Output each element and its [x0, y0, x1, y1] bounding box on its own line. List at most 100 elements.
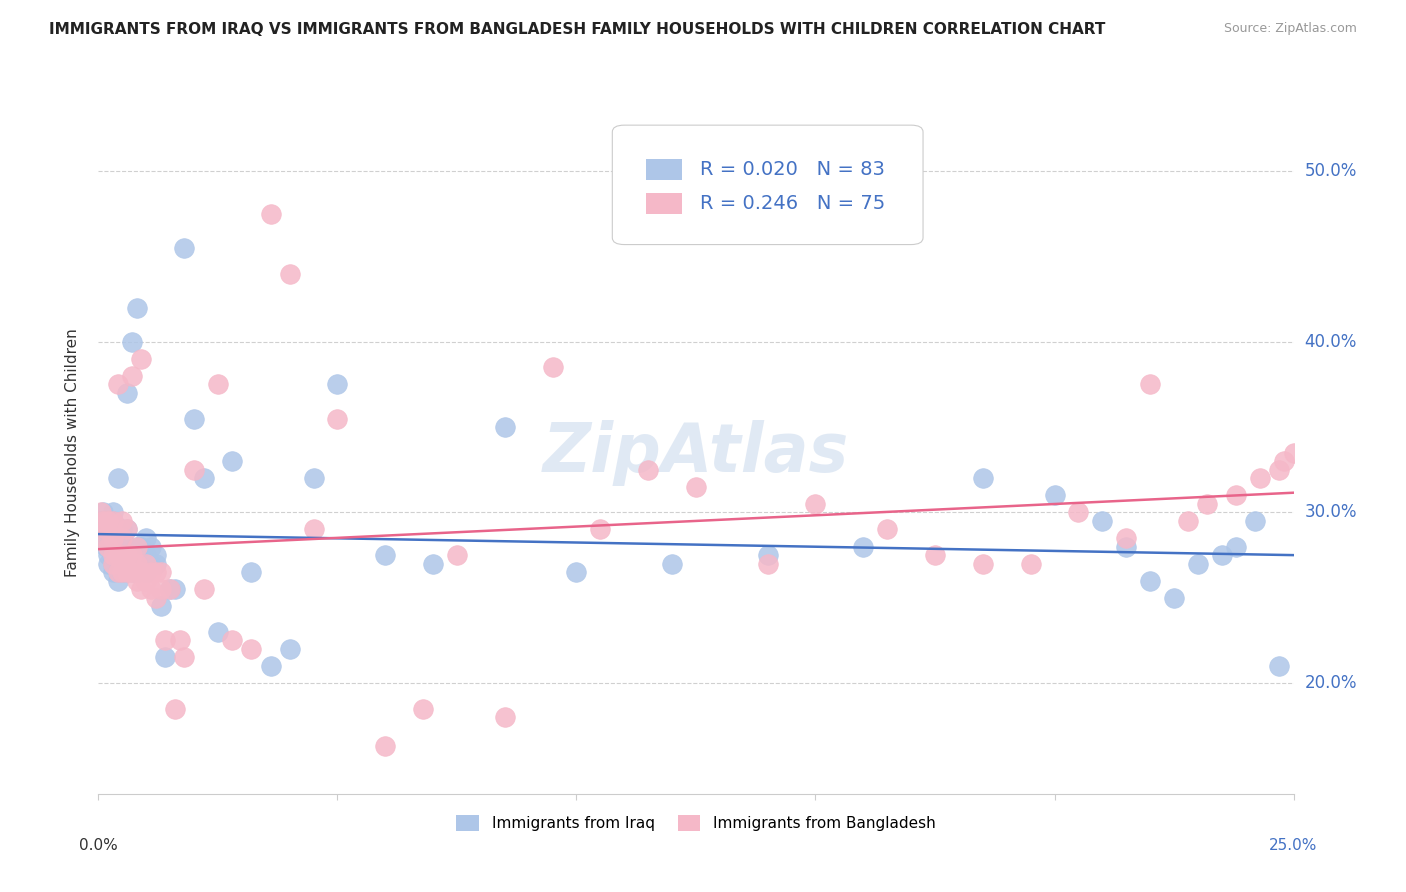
- Point: [139, 540, 162, 554]
- Point: [107, 574, 129, 588]
- Point: [183, 463, 205, 477]
- Point: [278, 267, 301, 281]
- FancyBboxPatch shape: [645, 160, 682, 180]
- Point: [97, 557, 120, 571]
- Y-axis label: Family Households with Children: Family Households with Children: [65, 328, 80, 577]
- Point: [111, 565, 134, 579]
- Point: [1043, 488, 1066, 502]
- Point: [125, 557, 148, 571]
- Point: [494, 420, 516, 434]
- Point: [101, 531, 124, 545]
- Text: 30.0%: 30.0%: [1305, 503, 1357, 522]
- Point: [94, 514, 117, 528]
- Point: [135, 548, 157, 562]
- Point: [111, 531, 134, 545]
- Point: [131, 351, 153, 366]
- Point: [193, 471, 215, 485]
- Point: [101, 514, 124, 528]
- Point: [1019, 557, 1042, 571]
- Point: [94, 540, 117, 554]
- Point: [107, 531, 129, 545]
- Point: [111, 548, 134, 562]
- Point: [446, 548, 468, 562]
- Point: [1272, 454, 1295, 468]
- Point: [1268, 659, 1291, 673]
- Point: [159, 582, 181, 596]
- Point: [139, 582, 162, 596]
- Point: [221, 454, 243, 468]
- Point: [101, 565, 124, 579]
- Point: [131, 548, 153, 562]
- Point: [149, 565, 172, 579]
- Point: [1115, 540, 1137, 554]
- Point: [159, 582, 181, 596]
- Point: [97, 548, 120, 562]
- Point: [91, 531, 114, 545]
- Point: [139, 557, 162, 571]
- Point: [101, 514, 124, 528]
- Point: [121, 565, 143, 579]
- Text: R = 0.020   N = 83: R = 0.020 N = 83: [700, 160, 884, 179]
- Point: [131, 557, 153, 571]
- Point: [278, 641, 301, 656]
- Point: [155, 633, 177, 648]
- Point: [135, 531, 157, 545]
- Point: [422, 557, 444, 571]
- Point: [101, 540, 124, 554]
- Point: [207, 377, 229, 392]
- Point: [804, 497, 827, 511]
- Point: [111, 557, 134, 571]
- Point: [101, 557, 124, 571]
- Point: [259, 207, 281, 221]
- Point: [107, 565, 129, 579]
- Point: [97, 540, 120, 554]
- Point: [101, 548, 124, 562]
- Point: [1067, 505, 1090, 519]
- Point: [1225, 488, 1247, 502]
- Point: [115, 565, 138, 579]
- Point: [121, 565, 143, 579]
- Point: [240, 641, 263, 656]
- Point: [125, 301, 148, 315]
- Point: [1177, 514, 1199, 528]
- Point: [685, 480, 707, 494]
- Point: [1211, 548, 1233, 562]
- Point: [756, 557, 779, 571]
- Point: [173, 241, 195, 255]
- Point: [1268, 463, 1291, 477]
- Point: [302, 471, 325, 485]
- Point: [111, 548, 134, 562]
- Point: [131, 582, 153, 596]
- Text: R = 0.246   N = 75: R = 0.246 N = 75: [700, 194, 884, 213]
- Text: 40.0%: 40.0%: [1305, 333, 1357, 351]
- Text: ZipAtlas: ZipAtlas: [543, 420, 849, 485]
- Point: [125, 540, 148, 554]
- Point: [115, 523, 138, 537]
- Point: [1282, 445, 1305, 460]
- Point: [259, 659, 281, 673]
- Point: [115, 540, 138, 554]
- Point: [326, 411, 349, 425]
- Point: [135, 557, 157, 571]
- Point: [1139, 377, 1161, 392]
- Point: [412, 701, 434, 715]
- Point: [121, 548, 143, 562]
- Point: [125, 565, 148, 579]
- Point: [149, 599, 172, 614]
- Point: [374, 548, 396, 562]
- Text: 50.0%: 50.0%: [1305, 162, 1357, 180]
- Point: [145, 591, 167, 605]
- Point: [125, 540, 148, 554]
- Point: [91, 514, 114, 528]
- Text: 0.0%: 0.0%: [79, 838, 118, 854]
- Point: [97, 523, 120, 537]
- Point: [302, 523, 325, 537]
- Point: [374, 739, 396, 753]
- FancyBboxPatch shape: [613, 125, 922, 244]
- Point: [115, 548, 138, 562]
- Point: [1091, 514, 1114, 528]
- Point: [115, 523, 138, 537]
- Point: [145, 565, 167, 579]
- Point: [135, 565, 157, 579]
- Point: [121, 557, 143, 571]
